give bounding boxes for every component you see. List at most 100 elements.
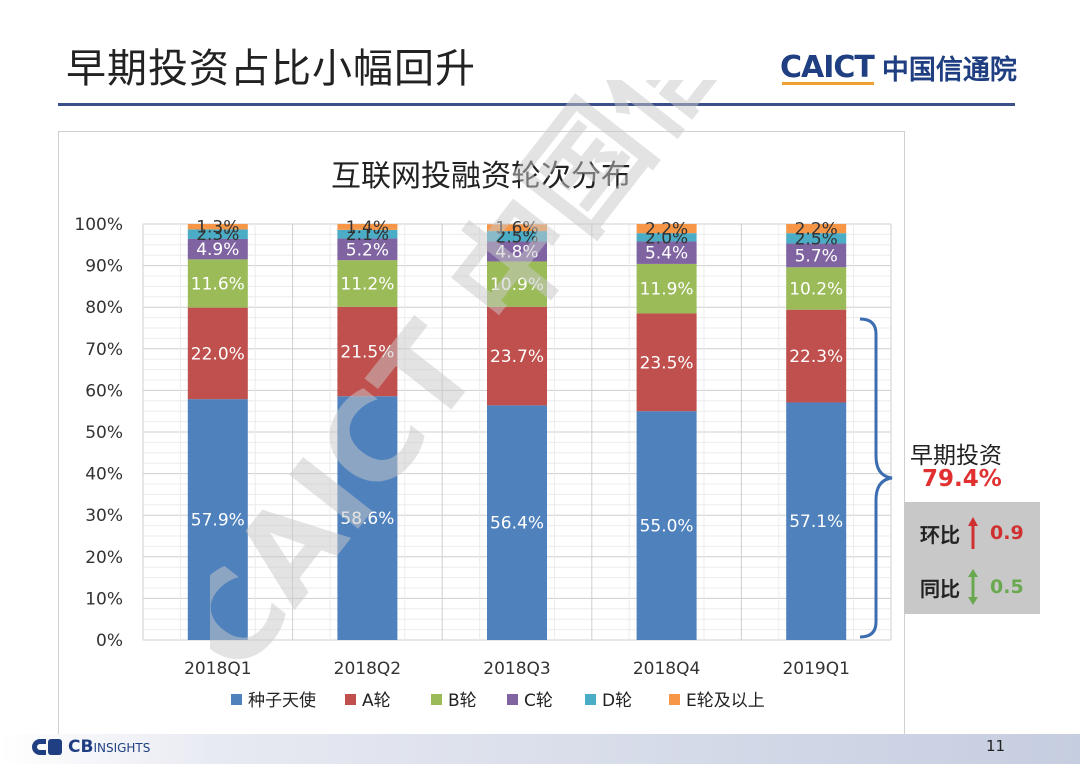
bar-segment xyxy=(337,229,398,239)
early-investment-label: 早期投资 xyxy=(910,443,1002,469)
bar-segment xyxy=(487,405,547,640)
chart-title: 互联网投融资轮次分布 xyxy=(331,159,631,194)
data-label: 23.7% xyxy=(490,347,544,367)
y-tick-label: 50% xyxy=(85,423,123,443)
data-label: 1.4% xyxy=(346,218,389,238)
qoq-value: 0.9 xyxy=(990,522,1024,544)
data-label: 11.6% xyxy=(191,274,245,294)
data-label: 57.9% xyxy=(191,511,245,531)
bar-segment xyxy=(786,309,847,403)
bar-segment xyxy=(487,261,547,307)
bar-segment xyxy=(487,231,547,242)
bar-segment xyxy=(487,224,547,232)
data-label: 4.8% xyxy=(495,242,538,262)
y-tick-label: 90% xyxy=(85,257,123,277)
chart-panel: 互联网投融资轮次分布 57.9% 22.0% 11.6% 4.9% 2.3% 1.3% 58… xyxy=(58,131,905,737)
comparison-box: 环比 0.9 同比 0.5 xyxy=(904,502,1040,614)
bar-segment xyxy=(187,259,248,308)
bar-segment xyxy=(786,224,847,234)
legend-label: C轮 xyxy=(524,691,553,711)
qoq-row: 环比 0.9 xyxy=(920,516,1024,550)
legend-swatch xyxy=(507,694,518,705)
bar-segment xyxy=(187,307,248,400)
data-label: 4.9% xyxy=(196,240,239,260)
bar-segment xyxy=(187,238,248,260)
y-tick-label: 100% xyxy=(74,215,123,235)
slide-title: 早期投资占比小幅回升 xyxy=(66,46,476,92)
bar-segment xyxy=(636,224,697,234)
page-number: 11 xyxy=(986,737,1006,755)
legend-swatch xyxy=(431,694,442,705)
yoy-value: 0.5 xyxy=(990,576,1024,598)
data-label: 1.3% xyxy=(196,218,239,238)
bar-segment xyxy=(786,233,847,244)
legend-swatch xyxy=(585,694,596,705)
bar-segment xyxy=(187,229,248,239)
y-tick-label: 70% xyxy=(85,340,123,360)
y-tick-label: 10% xyxy=(85,589,123,609)
data-label: 55.0% xyxy=(640,517,694,537)
title-divider xyxy=(58,103,1015,106)
data-label: 5.2% xyxy=(346,240,389,260)
data-label: 22.3% xyxy=(789,347,843,367)
logo-caict-text: CAICT xyxy=(780,50,875,85)
data-label: 10.2% xyxy=(789,279,843,299)
data-label: 5.4% xyxy=(645,244,688,264)
x-tick-label: 2019Q1 xyxy=(782,659,849,679)
cb-insights-logo: CBINSIGHTS xyxy=(30,737,150,757)
bar-segment xyxy=(337,224,398,230)
bar-segment xyxy=(487,241,547,262)
insights-text: INSIGHTS xyxy=(93,741,151,755)
data-label: 2.2% xyxy=(645,220,688,240)
data-label: 5.7% xyxy=(795,246,838,266)
data-label: 22.0% xyxy=(191,344,245,364)
data-label: 1.6% xyxy=(495,219,538,239)
arrow-up-down-icon xyxy=(968,569,978,605)
data-label: 2.5% xyxy=(795,229,838,249)
legend-label: E轮及以上 xyxy=(686,691,765,711)
y-tick-label: 30% xyxy=(85,506,123,526)
arrow-up-icon xyxy=(968,517,978,549)
footer-bar xyxy=(0,734,1080,764)
legend-label: 种子天使 xyxy=(248,690,316,711)
bar-segment xyxy=(337,260,398,307)
bar-segment xyxy=(187,224,248,230)
cb-mark-icon xyxy=(32,739,62,755)
bar-segment xyxy=(636,241,697,264)
bar-segment xyxy=(786,267,847,310)
data-label: 21.5% xyxy=(340,343,394,363)
yoy-label: 同比 xyxy=(920,576,960,601)
data-label: 11.9% xyxy=(640,280,694,300)
y-tick-label: 60% xyxy=(85,381,123,401)
data-label: 10.9% xyxy=(490,275,544,295)
x-tick-label: 2018Q4 xyxy=(633,659,700,679)
y-tick-label: 20% xyxy=(85,548,123,568)
bar-segment xyxy=(187,399,248,640)
bar-segment xyxy=(636,313,697,412)
legend-label: D轮 xyxy=(602,691,632,711)
bar-segment xyxy=(337,396,398,640)
data-label: 2.2% xyxy=(795,220,838,240)
bar-segment xyxy=(636,233,697,242)
x-tick-label: 2018Q3 xyxy=(483,659,550,679)
logo-cn-text: 中国信通院 xyxy=(881,55,1017,86)
x-tick-label: 2018Q2 xyxy=(334,659,401,679)
bar-segment xyxy=(487,306,547,406)
bar-segment xyxy=(636,411,697,640)
data-label: 2.3% xyxy=(196,225,239,245)
stacked-bar-chart: 互联网投融资轮次分布 57.9% 22.0% 11.6% 4.9%2.3%1.3% 58… xyxy=(74,159,892,711)
data-label: 57.1% xyxy=(789,512,843,532)
qoq-label: 环比 xyxy=(920,522,960,547)
data-label: 56.4% xyxy=(490,514,544,534)
legend-swatch xyxy=(669,694,680,705)
bar-segment xyxy=(337,306,398,397)
yoy-row: 同比 0.5 xyxy=(920,568,1024,606)
data-label: 2.1% xyxy=(346,225,389,245)
caict-logo: CAICT 中国信通院 xyxy=(780,48,1017,87)
y-tick-label: 40% xyxy=(85,465,123,485)
y-tick-label: 0% xyxy=(96,631,123,651)
cb-text: CB xyxy=(68,737,94,757)
early-investment-bracket xyxy=(859,317,893,639)
bar-segment xyxy=(636,263,697,314)
early-investment-value: 79.4% xyxy=(922,466,1002,492)
